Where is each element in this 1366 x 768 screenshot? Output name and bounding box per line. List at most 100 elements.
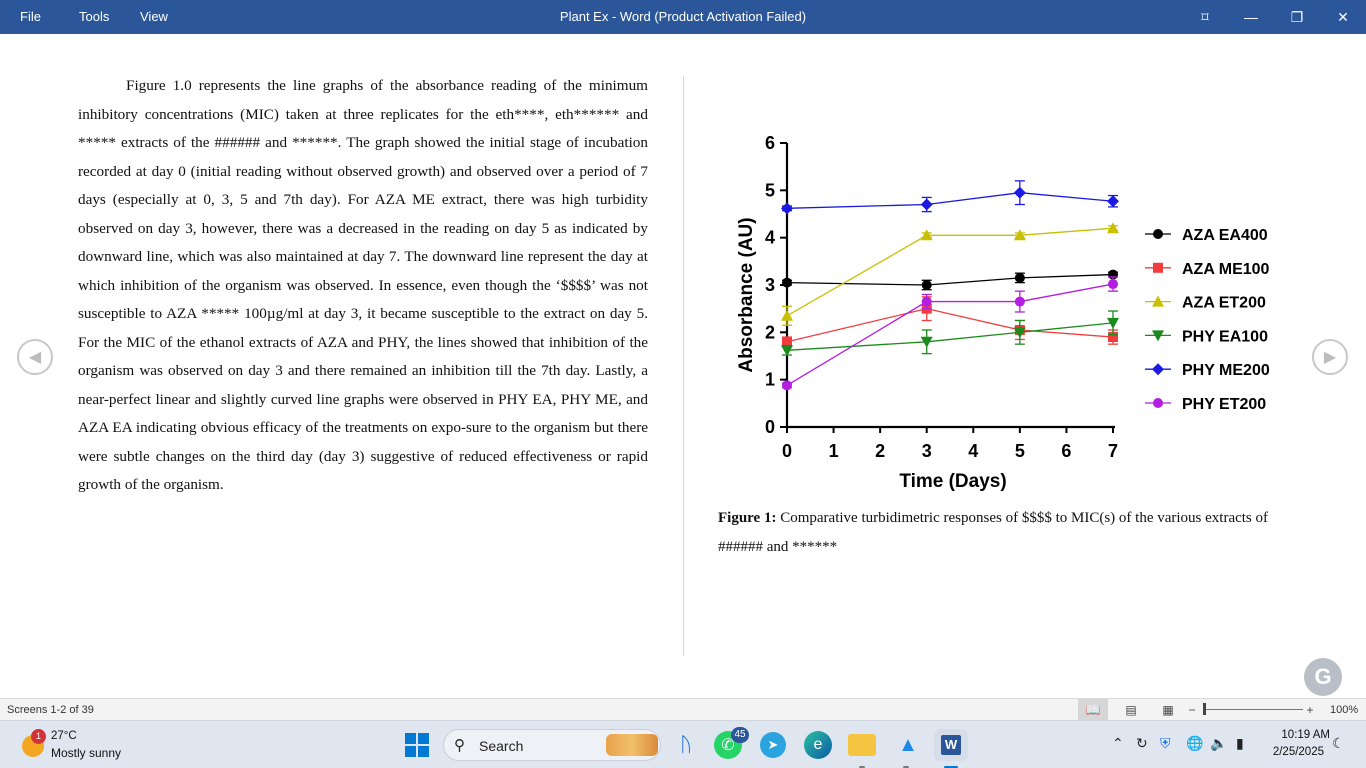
- y-tick-label-6: 6: [765, 133, 775, 153]
- menu-view[interactable]: View: [140, 9, 168, 24]
- data-point-aza-et200: [781, 309, 793, 321]
- taskbar: 1 27°C Mostly sunny ⚲ Search ᚢ ✆ 45 ➤ e …: [0, 720, 1366, 768]
- legend-marker-aza-me100: [1153, 262, 1163, 273]
- data-point-phy-me200: [1013, 186, 1026, 199]
- y-tick-label-2: 2: [765, 322, 775, 342]
- x-tick-label-4: 4: [968, 441, 978, 461]
- page-divider: [683, 76, 684, 656]
- legend-marker-phy-et200: [1153, 398, 1163, 408]
- zoom-out-button[interactable]: −: [1188, 703, 1196, 717]
- y-tick-label-5: 5: [765, 180, 775, 200]
- drive-icon[interactable]: ▲: [898, 733, 918, 756]
- data-point-aza-ea400: [782, 277, 792, 288]
- next-screen-button[interactable]: ▶: [1312, 339, 1348, 375]
- y-axis-label: Absorbance (AU): [736, 217, 757, 372]
- start-button[interactable]: [405, 733, 429, 757]
- status-bar: Screens 1-2 of 39 📖 ▤ ▦ − + 100%: [0, 698, 1366, 721]
- close-button[interactable]: ✕: [1337, 8, 1349, 25]
- data-point-aza-ea400: [1014, 272, 1025, 283]
- x-tick-label-3: 3: [922, 441, 932, 461]
- taskbar-search[interactable]: ⚲ Search: [443, 729, 661, 761]
- series-line-aza-et200: [786, 227, 1114, 317]
- legend-marker-aza-et200: [1152, 295, 1164, 307]
- y-tick-label-1: 1: [765, 370, 775, 390]
- legend-marker-phy-ea100: [1152, 330, 1164, 342]
- volume-icon[interactable]: 🔈: [1210, 735, 1228, 751]
- legend-label-aza-me100: AZA ME100: [1182, 261, 1270, 278]
- legend-label-phy-ea100: PHY EA100: [1182, 328, 1268, 345]
- menu-tools[interactable]: Tools: [79, 9, 110, 24]
- data-point-phy-me200: [1107, 195, 1119, 208]
- x-tick-label-2: 2: [875, 441, 885, 461]
- zoom-slider[interactable]: [1203, 709, 1303, 710]
- explorer-running-indicator: [859, 766, 865, 768]
- series-line-phy-me200: [786, 192, 1114, 209]
- data-point-phy-ea100: [1107, 317, 1119, 329]
- legend-label-phy-me200: PHY ME200: [1182, 362, 1270, 379]
- x-tick-label-5: 5: [1015, 441, 1025, 461]
- restore-button[interactable]: ❐: [1290, 8, 1304, 25]
- minimize-button[interactable]: —: [1244, 9, 1258, 25]
- legend-marker-phy-me200: [1152, 363, 1164, 376]
- word-icon: W: [941, 735, 961, 755]
- x-tick-label-7: 7: [1108, 441, 1118, 461]
- clock-date[interactable]: 2/25/2025: [1272, 746, 1324, 758]
- menu-file[interactable]: File: [20, 9, 41, 24]
- network-globe-icon[interactable]: 🌐: [1186, 735, 1204, 751]
- body-paragraph: Figure 1.0 represents the line graphs of…: [78, 72, 648, 500]
- previous-screen-button[interactable]: ◀: [17, 339, 53, 375]
- series-line-phy-et200: [786, 283, 1114, 386]
- data-point-phy-ea100: [920, 336, 933, 348]
- word-app-icon[interactable]: W: [934, 729, 968, 761]
- notification-moon-icon[interactable]: ☾: [1332, 735, 1345, 751]
- paragraph-text: Figure 1.0 represents the line graphs of…: [78, 77, 648, 493]
- edge-browser-icon[interactable]: e: [804, 731, 832, 759]
- absorbance-line-chart: 0 1 2 3 4 5 6 7 0 1 2 3 4 5 6 Time (Days) Absorbance (AU…: [736, 133, 1270, 492]
- zoom-in-button[interactable]: +: [1306, 703, 1314, 717]
- data-point-phy-et200: [921, 296, 932, 307]
- data-point-phy-et200: [782, 380, 792, 391]
- figure-caption: Figure 1: Comparative turbidimetric resp…: [718, 504, 1293, 561]
- legend-label-phy-et200: PHY ET200: [1182, 396, 1266, 413]
- search-highlight-icon: [606, 734, 658, 756]
- bluetooth-icon[interactable]: ᚢ: [680, 733, 692, 756]
- web-layout-icon[interactable]: ▦: [1162, 703, 1174, 717]
- security-shield-icon[interactable]: ⛨: [1160, 735, 1171, 751]
- data-point-phy-me200: [781, 202, 793, 215]
- whatsapp-unread-badge: 45: [731, 727, 749, 743]
- chevron-left-icon: ◀: [28, 349, 42, 366]
- weather-notification-badge: 1: [31, 729, 46, 744]
- print-layout-icon[interactable]: ▤: [1125, 703, 1137, 717]
- zoom-level[interactable]: 100%: [1330, 704, 1359, 716]
- weather-temperature[interactable]: 27°C: [51, 730, 77, 742]
- legend-label-aza-ea400: AZA EA400: [1182, 227, 1268, 244]
- data-point-aza-me100: [1108, 332, 1118, 343]
- y-tick-label-3: 3: [765, 275, 775, 295]
- focus-mode-button[interactable]: ⌑: [1201, 8, 1209, 25]
- y-tick-label-0: 0: [765, 417, 775, 437]
- telegram-icon[interactable]: ➤: [760, 732, 786, 758]
- read-mode-icon[interactable]: 📖: [1078, 699, 1108, 721]
- clock-time[interactable]: 10:19 AM: [1281, 729, 1330, 741]
- window-title: Plant Ex - Word (Product Activation Fail…: [559, 9, 807, 24]
- grammarly-icon[interactable]: G: [1304, 658, 1342, 696]
- data-point-phy-me200: [920, 198, 933, 211]
- data-point-aza-ea400: [921, 280, 932, 290]
- word-active-indicator: [944, 766, 958, 768]
- x-tick-label-0: 0: [782, 441, 792, 461]
- battery-icon[interactable]: ▮: [1236, 735, 1244, 751]
- y-tick-label-4: 4: [765, 228, 775, 248]
- x-tick-label-6: 6: [1061, 441, 1071, 461]
- show-hidden-icons-chevron-up-icon[interactable]: ⌃: [1112, 735, 1124, 751]
- page-count: Screens 1-2 of 39: [7, 704, 94, 716]
- drive-running-indicator: [903, 766, 909, 768]
- whatsapp-icon[interactable]: ✆: [714, 731, 742, 759]
- data-point-aza-et200: [1013, 229, 1026, 241]
- data-point-phy-et200: [1108, 279, 1118, 290]
- windows-logo-icon: [405, 733, 416, 744]
- caption-text: Comparative turbidimetric responses of $…: [718, 510, 1269, 555]
- zoom-slider-thumb[interactable]: [1203, 703, 1206, 715]
- sync-icon[interactable]: ↻: [1136, 735, 1148, 751]
- file-explorer-icon[interactable]: [848, 734, 876, 756]
- weather-description[interactable]: Mostly sunny: [51, 746, 122, 760]
